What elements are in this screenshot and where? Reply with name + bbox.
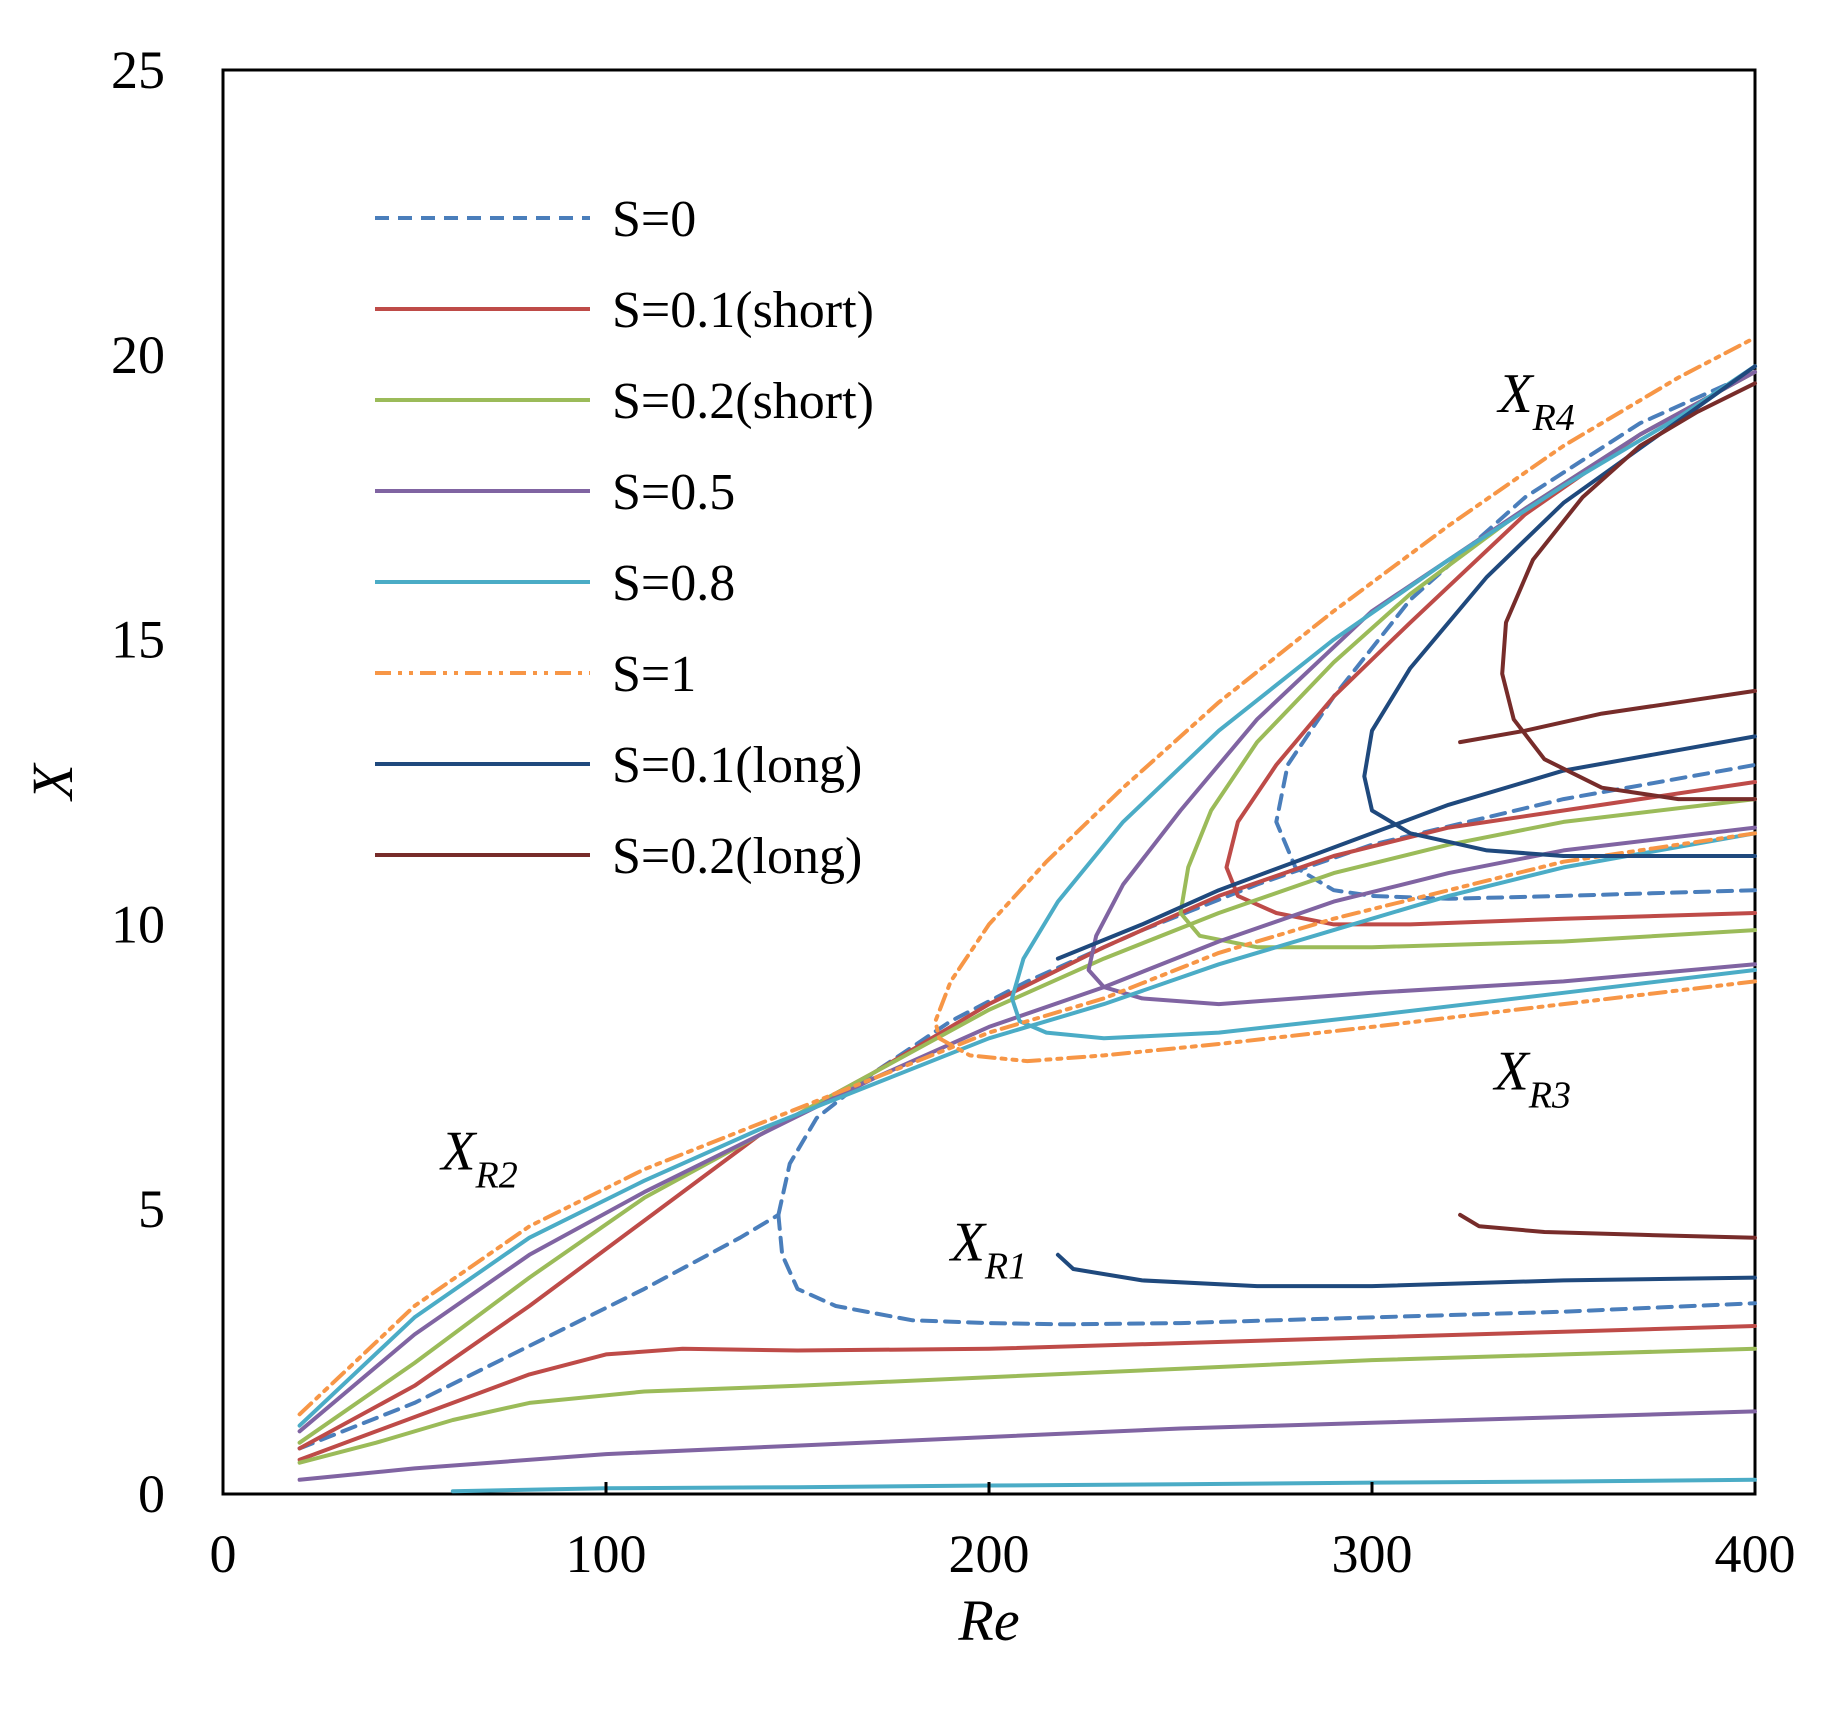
x-tick-labels: 0 100 200 300 400 xyxy=(210,1524,1796,1584)
series-line-4-branch-1 xyxy=(297,831,1757,1428)
series-line-1-branch-2 xyxy=(1224,369,1757,927)
x-axis-title: Re xyxy=(957,1588,1019,1653)
series-line-1-branch-1 xyxy=(297,780,1757,1451)
series-line-0-branch-2 xyxy=(776,762,1757,1217)
annotation-XR3: XR3 xyxy=(1493,1041,1571,1117)
y-tick-label-0: 0 xyxy=(138,1464,165,1524)
y-tick-label-2: 10 xyxy=(111,894,165,954)
series-line-4-branch-2 xyxy=(1010,364,1757,1041)
annotation-XR2: XR2 xyxy=(439,1120,517,1196)
series-line-0-branch-1 xyxy=(776,1212,1757,1327)
plot-series xyxy=(297,335,1757,1494)
legend-label-2: S=0.2(short) xyxy=(612,373,874,430)
series-line-7-branch-2 xyxy=(1500,381,1757,802)
x-tick-label-0: 0 xyxy=(210,1524,237,1584)
x-tick-label-4: 400 xyxy=(1715,1524,1796,1584)
annotations: XR1 XR2 XR3 XR4 xyxy=(439,363,1575,1288)
annotation-XR4: XR4 xyxy=(1496,363,1574,439)
series-S=1 xyxy=(297,335,1757,1417)
series-line-2-branch-2 xyxy=(1178,369,1757,950)
series-line-7-branch-0 xyxy=(1458,1212,1757,1240)
legend-label-5: S=1 xyxy=(612,646,696,703)
y-axis-title: X xyxy=(20,762,85,802)
y-tick-label-5: 25 xyxy=(111,40,165,100)
legend-label-4: S=0.8 xyxy=(612,555,735,612)
series-line-2-branch-1 xyxy=(297,797,1757,1445)
series-S=0.1(short) xyxy=(297,369,1757,1462)
series-line-3-branch-1 xyxy=(297,825,1757,1434)
series-line-0-branch-0 xyxy=(297,1212,781,1451)
series-line-7-branch-1 xyxy=(1458,688,1757,745)
series-S=0.8 xyxy=(297,364,1757,1494)
series-line-6-branch-1 xyxy=(1055,734,1757,961)
legend: S=0 S=0.1(short) S=0.2(short) S=0.5 S=0.8 S=1… xyxy=(375,191,874,885)
series-S=0.1(long) xyxy=(1055,364,1757,1289)
legend-label-0: S=0 xyxy=(612,191,696,248)
series-line-0-branch-3 xyxy=(1274,369,1757,901)
series-line-2-branch-0 xyxy=(297,1346,1757,1465)
annotation-XR1: XR1 xyxy=(949,1211,1027,1287)
legend-label-7: S=0.2(long) xyxy=(612,828,862,885)
series-S=0.2(short) xyxy=(297,369,1757,1465)
legend-label-3: S=0.5 xyxy=(612,464,735,521)
series-line-1-branch-0 xyxy=(297,1324,1757,1462)
series-line-6-branch-0 xyxy=(1055,1252,1757,1289)
axis-ticks xyxy=(221,1482,1757,1494)
y-tick-labels: 0 5 10 15 20 25 xyxy=(111,40,165,1524)
x-tick-label-3: 300 xyxy=(1332,1524,1413,1584)
series-line-5-branch-1 xyxy=(933,335,1757,1064)
series-line-5-branch-0 xyxy=(297,831,1757,1417)
y-tick-label-4: 20 xyxy=(111,325,165,385)
series-line-3-branch-0 xyxy=(297,1409,1757,1482)
x-tick-label-2: 200 xyxy=(949,1524,1030,1584)
x-tick-label-1: 100 xyxy=(566,1524,647,1584)
series-S=0.2(long) xyxy=(1458,381,1757,1240)
legend-label-1: S=0.1(short) xyxy=(612,282,874,339)
series-line-6-branch-2 xyxy=(1362,364,1757,858)
series-line-4-branch-0 xyxy=(450,1477,1757,1494)
y-tick-label-3: 15 xyxy=(111,610,165,670)
y-tick-label-1: 5 xyxy=(138,1179,165,1239)
legend-label-6: S=0.1(long) xyxy=(612,737,862,794)
